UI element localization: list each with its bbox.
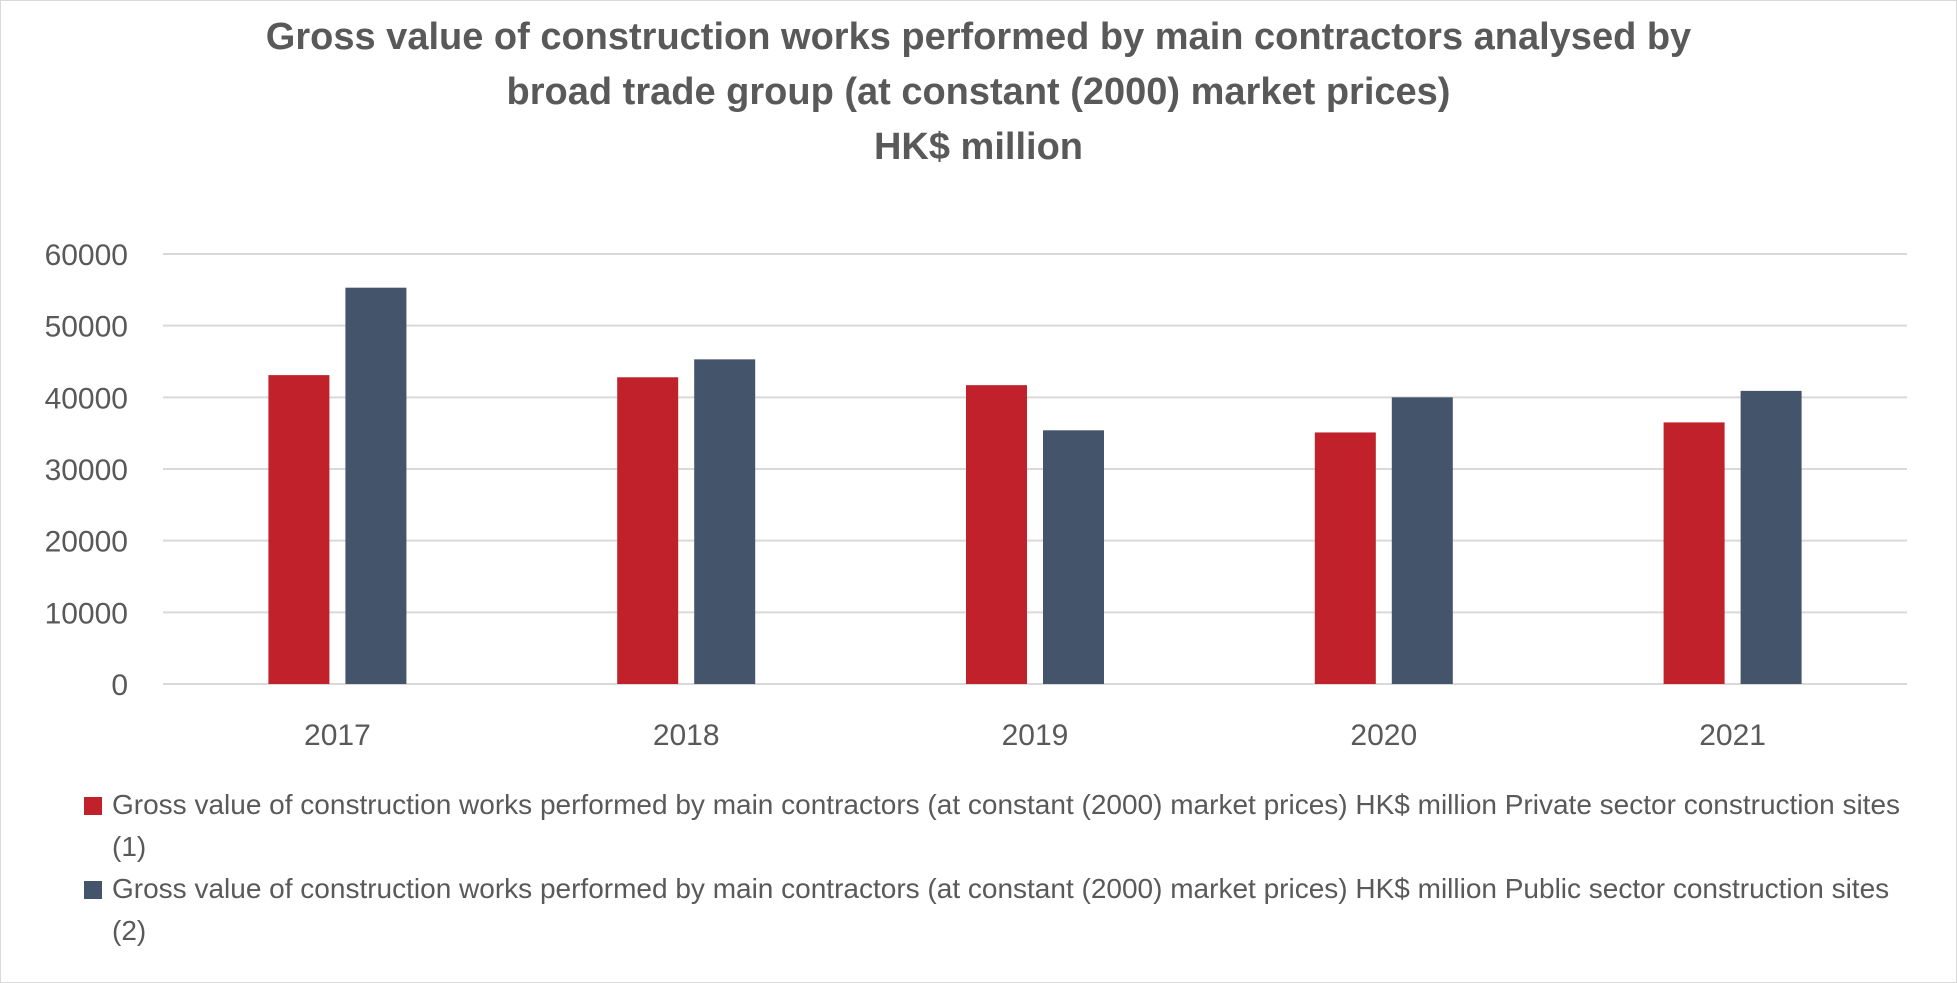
bar-private-2020 [1314,432,1376,684]
y-tick-label-30000: 30000 [45,454,128,487]
chart-legend: Gross value of construction works perfor… [82,784,1922,952]
legend-swatch-private [84,797,102,815]
bar-public-2017 [345,287,407,684]
legend-label-public: Gross value of construction works perfor… [112,873,1890,946]
y-tick-label-40000: 40000 [45,382,128,415]
bar-private-2019 [966,385,1027,684]
y-tick-label-0: 0 [111,669,128,702]
legend-label-private: Gross value of construction works perfor… [112,789,1901,862]
chart-title-line-3: HK$ million [873,126,1084,168]
bar-private-2021 [1663,422,1725,684]
chart-title: Gross value of construction works perfor… [0,10,1957,175]
bar-private-2017 [268,375,330,684]
legend-item-public: Gross value of construction works perfor… [82,868,1922,952]
y-tick-label-20000: 20000 [45,526,128,559]
bar-public-2020 [1391,397,1453,684]
y-tick-label-10000: 10000 [45,597,128,630]
bar-public-2018 [694,359,756,684]
x-tick-label-2021: 2021 [1699,719,1766,752]
bar-public-2021 [1740,390,1802,684]
x-tick-label-2018: 2018 [653,719,720,752]
x-tick-label-2020: 2020 [1350,719,1417,752]
legend-item-private: Gross value of construction works perfor… [82,784,1922,868]
bar-private-2018 [617,377,679,684]
chart-title-line-1: Gross value of construction works perfor… [265,16,1692,58]
x-tick-label-2019: 2019 [1002,719,1069,752]
x-tick-label-2017: 2017 [304,719,371,752]
chart-title-line-2: broad trade group (at constant (2000) ma… [506,71,1451,113]
bar-public-2019 [1043,430,1104,684]
y-tick-label-50000: 50000 [45,311,128,344]
legend-swatch-public [84,881,102,899]
y-tick-label-60000: 60000 [45,239,128,272]
